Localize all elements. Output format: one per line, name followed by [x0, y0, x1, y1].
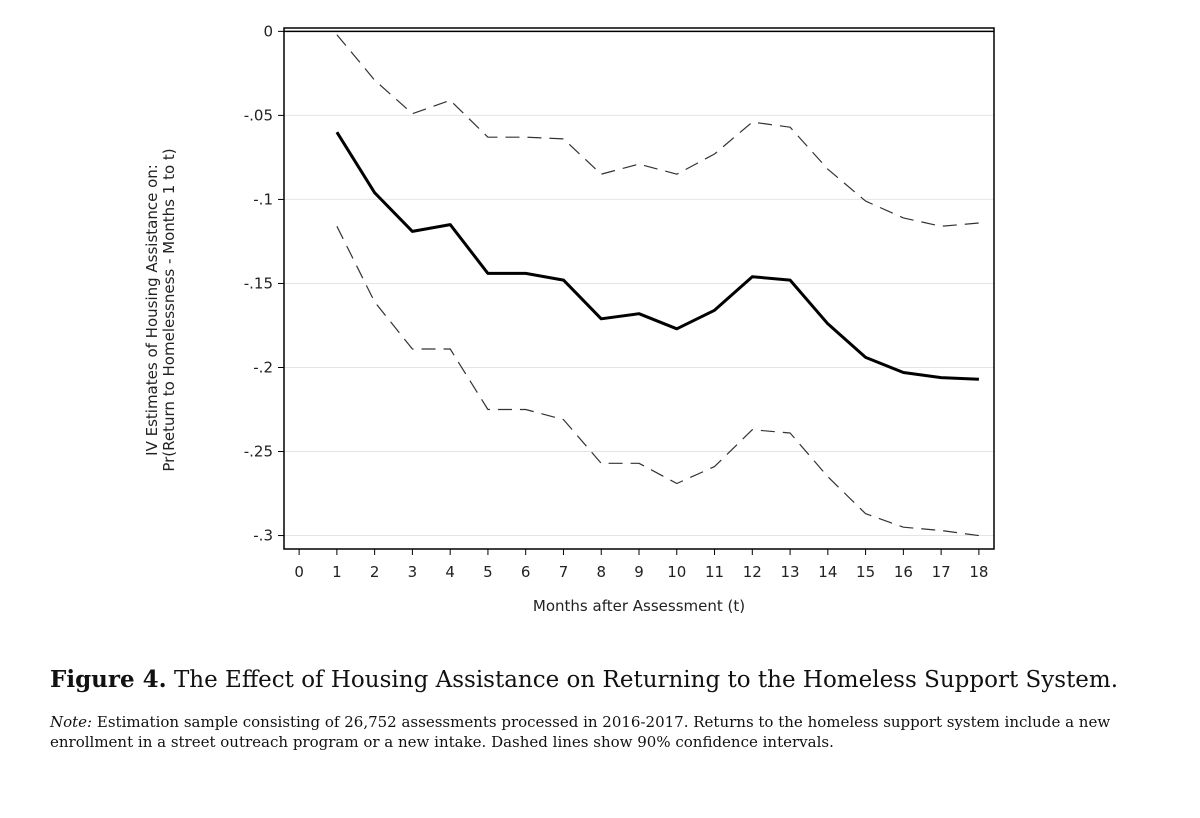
x-tick-label-18: 18 — [969, 563, 988, 581]
x-tick-label-17: 17 — [932, 563, 951, 581]
series-upper-line — [336, 34, 979, 227]
x-tick-label-15: 15 — [856, 563, 875, 581]
x-tick-label-0: 0 — [294, 563, 304, 581]
gridlines — [284, 114, 994, 537]
series-estimate-line — [335, 131, 979, 381]
y-axis-title-line-2: Pr(Return to Homelessness - Months 1 to … — [160, 148, 178, 471]
y-tick-label-2: -.1 — [253, 190, 273, 208]
x-tick-label-5: 5 — [483, 563, 493, 581]
plot-frame — [283, 27, 995, 550]
x-tick-label-9: 9 — [634, 563, 644, 581]
y-tick-label-1: -.05 — [244, 106, 273, 124]
x-tick-label-3: 3 — [408, 563, 418, 581]
x-axis: 0 1 2 3 4 5 6 7 8 9 10 11 12 13 14 15 16 17 18 — [294, 549, 988, 581]
series-layer — [335, 34, 979, 537]
x-tick-label-1: 1 — [332, 563, 342, 581]
y-axis: 0 -.05 -.1 -.15 -.2 -.25 -.3 — [244, 22, 284, 545]
x-tick-label-2: 2 — [370, 563, 380, 581]
series-lower-line — [336, 226, 979, 537]
x-tick-label-4: 4 — [445, 563, 455, 581]
y-tick-label-6: -.3 — [253, 527, 273, 545]
note-label: Note: — [50, 713, 93, 731]
y-axis-title: IV Estimates of Housing Assistance on: P… — [143, 148, 178, 471]
y-tick-label-5: -.25 — [244, 443, 273, 461]
figure-caption: Figure 4. The Effect of Housing Assistan… — [50, 666, 1160, 693]
y-axis-title-line-1: IV Estimates of Housing Assistance on: — [143, 164, 161, 456]
x-tick-label-12: 12 — [743, 563, 762, 581]
x-axis-title: Months after Assessment (t) — [533, 597, 745, 615]
x-tick-label-6: 6 — [521, 563, 531, 581]
note-text: Estimation sample consisting of 26,752 a… — [50, 713, 1111, 751]
x-tick-label-7: 7 — [559, 563, 569, 581]
x-tick-label-13: 13 — [781, 563, 800, 581]
x-tick-label-14: 14 — [818, 563, 837, 581]
x-tick-label-8: 8 — [596, 563, 606, 581]
x-tick-label-11: 11 — [705, 563, 724, 581]
x-tick-label-10: 10 — [667, 563, 686, 581]
plot-border — [283, 27, 995, 550]
figure-label: Figure 4. — [50, 666, 167, 693]
figure-caption-text: The Effect of Housing Assistance on Retu… — [173, 667, 1119, 693]
y-tick-label-0: 0 — [263, 22, 273, 40]
y-tick-label-3: -.15 — [244, 274, 273, 292]
y-tick-label-4: -.2 — [253, 358, 273, 376]
x-tick-label-16: 16 — [894, 563, 913, 581]
line-chart: 0 1 2 3 4 5 6 7 8 9 10 11 12 13 14 15 16 17 18 0-.05-.1-.1… — [143, 22, 995, 615]
figure-note: Note: Estimation sample consisting of 26… — [50, 712, 1160, 752]
